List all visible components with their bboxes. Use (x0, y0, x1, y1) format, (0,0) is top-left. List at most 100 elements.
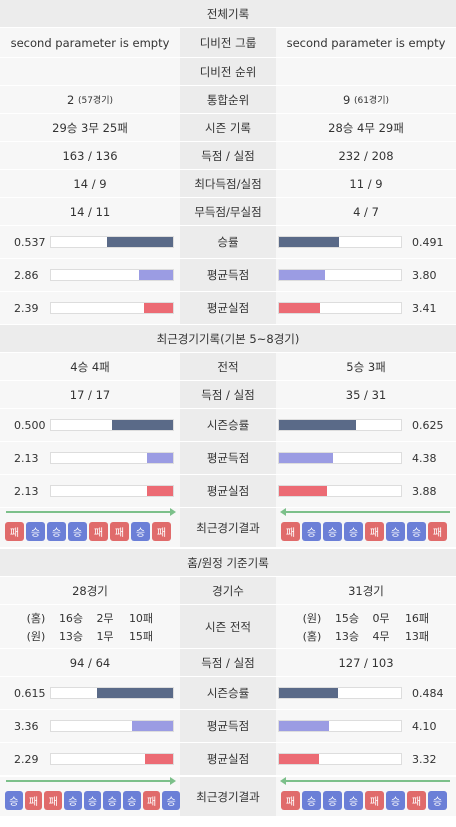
bar-row: 2.86 평균득점 3.80 (0, 259, 456, 292)
arrow-right-icon (6, 777, 176, 785)
games-right: 31경기 (276, 577, 456, 604)
row-total-rank: 2 (57경기) 통합순위 9 (61경기) (0, 86, 456, 114)
homeaway-cell: 15패 (128, 629, 154, 643)
result-badge: 승 (302, 791, 321, 810)
result-badge: 승 (323, 791, 342, 810)
season-right: 28승 4무 29패 (276, 114, 456, 141)
result-badge: 패 (407, 791, 426, 810)
rank-right (276, 58, 456, 85)
bar-left-fill (97, 688, 173, 698)
bar-left: 2.29 (0, 743, 180, 775)
recent-scored-right: 35 / 31 (276, 381, 456, 408)
bar-right: 0.625 (276, 409, 456, 441)
bar-right-value: 3.41 (412, 301, 437, 315)
total-rank-right-value: 9 (342, 92, 351, 107)
row-homeaway-scored: 94 / 64 득점 / 실점 127 / 103 (0, 649, 456, 677)
bar-right: 0.491 (276, 226, 456, 258)
bar-label: 승률 (180, 226, 276, 258)
homeaway-cell: 16패 (404, 611, 430, 625)
bar-left-fill (112, 420, 173, 430)
group-left: second parameter is empty (0, 28, 180, 57)
group-right: second parameter is empty (276, 28, 456, 57)
bar-left-track (50, 236, 174, 248)
bar-row: 2.39 평균실점 3.41 (0, 292, 456, 325)
bar-row: 2.29 평균실점 3.32 (0, 743, 456, 776)
bar-right-value: 0.484 (412, 686, 444, 700)
bar-left-fill (132, 721, 173, 731)
row-division-group: second parameter is empty 디비전 그룹 second … (0, 28, 456, 58)
bar-left-track (50, 269, 174, 281)
homeaway-cell: 13승 (334, 629, 360, 643)
bar-right-track (278, 753, 402, 765)
homeaway-cell: 13승 (58, 629, 84, 643)
section-title-text: 전체기록 (206, 6, 250, 21)
bar-right-track (278, 236, 402, 248)
scored-left: 163 / 136 (0, 142, 180, 169)
result-badge: 승 (64, 791, 82, 810)
bar-right: 4.10 (276, 710, 456, 742)
result-badge: 승 (344, 522, 363, 541)
row-homeaway-record: (홈) 16승 2무 10패 (원) 13승 1무 15패 시즌 전적 (원) 15승 0무 16패… (0, 605, 456, 649)
homeaway-cell: 4무 (372, 629, 390, 643)
result-badge: 승 (123, 791, 141, 810)
recent-record-label: 전적 (180, 353, 276, 380)
bar-left-fill (107, 237, 173, 247)
result-badge: 승 (131, 522, 150, 541)
bar-left-value: 0.500 (14, 418, 46, 432)
games-label: 경기수 (180, 577, 276, 604)
bar-right-fill (279, 721, 329, 731)
homeaway-cell: (홈) (26, 611, 46, 625)
scored-right: 232 / 208 (276, 142, 456, 169)
bar-left-track (50, 720, 174, 732)
bar-right: 3.41 (276, 292, 456, 324)
result-badge: 패 (44, 791, 63, 810)
bar-right-track (278, 302, 402, 314)
result-badge: 패 (142, 791, 161, 810)
recent-record-right: 5승 3패 (276, 353, 456, 380)
bar-left-fill (139, 270, 173, 280)
bar-left-value: 0.615 (14, 686, 46, 700)
bar-row: 0.537 승률 0.491 (0, 226, 456, 259)
recent-scored-left: 17 / 17 (0, 381, 180, 408)
bar-row: 2.13 평균득점 4.38 (0, 442, 456, 475)
result-badge: 패 (365, 522, 384, 541)
bar-right-track (278, 452, 402, 464)
result-badge: 패 (89, 522, 108, 541)
scored-label: 득점 / 실점 (180, 142, 276, 169)
result-badge: 승 (302, 522, 321, 541)
section-title-text: 홈/원정 기준기록 (187, 555, 269, 570)
bar-right-fill (279, 270, 325, 280)
bar-right: 3.88 (276, 475, 456, 507)
bar-right: 3.80 (276, 259, 456, 291)
bar-right-value: 0.625 (412, 418, 444, 432)
total-rank-label: 통합순위 (180, 86, 276, 113)
result-badge: 패 (428, 522, 447, 541)
bar-left-value: 2.29 (14, 752, 39, 766)
bar-left-track (50, 753, 174, 765)
bar-label: 평균득점 (180, 442, 276, 474)
bar-left-value: 2.86 (14, 268, 39, 282)
bar-row: 0.615 시즌승률 0.484 (0, 677, 456, 710)
bar-label: 평균득점 (180, 710, 276, 742)
row-max: 14 / 9 최다득점/실점 11 / 9 (0, 170, 456, 198)
homeaway-cell: (원) (26, 629, 46, 643)
homeaway-left-grid: (홈) 16승 2무 10패 (원) 13승 1무 15패 (19, 610, 161, 644)
bar-right: 0.484 (276, 677, 456, 709)
result-badge: 승 (344, 791, 363, 810)
bar-label: 평균실점 (180, 743, 276, 775)
bar-right-track (278, 269, 402, 281)
row-season-record: 29승 3무 25패 시즌 기록 28승 4무 29패 (0, 114, 456, 142)
bar-right-value: 0.491 (412, 235, 444, 249)
homeaway-cell: 1무 (96, 629, 114, 643)
result-badge: 패 (281, 522, 300, 541)
bar-left-fill (145, 754, 173, 764)
bar-right-fill (279, 754, 319, 764)
bar-left-track (50, 485, 174, 497)
homeaway-cell: 13패 (404, 629, 430, 643)
bar-left-fill (144, 303, 173, 313)
bar-left: 0.615 (0, 677, 180, 709)
recent-results-label: 최근경기결과 (180, 508, 276, 547)
